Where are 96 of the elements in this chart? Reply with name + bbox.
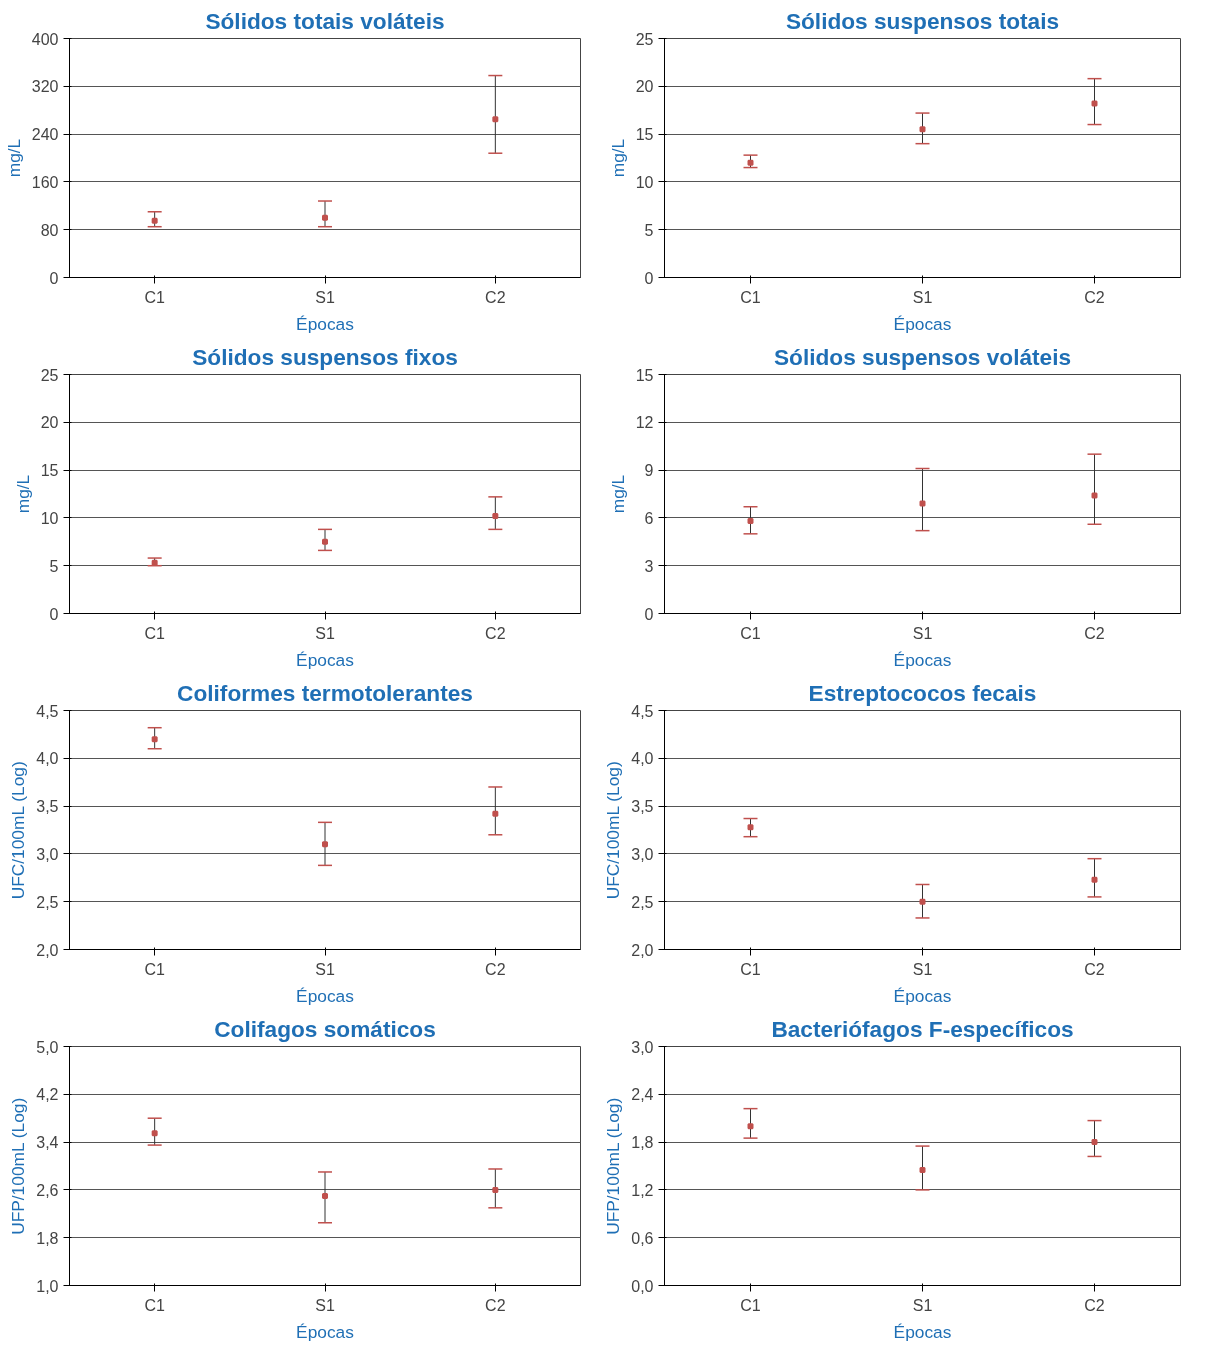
y-axis-title: mg/L [607, 138, 628, 178]
y-tick-label: 1,8 [36, 1229, 59, 1247]
y-tick-label: 1,0 [36, 1277, 59, 1295]
chart-title: Bacteriófagos F-específicos [771, 1015, 1074, 1042]
x-tick-label: S1 [912, 288, 933, 306]
y-tick-label: 3,4 [36, 1134, 59, 1152]
chart-title: Colifagos somáticos [214, 1015, 436, 1042]
y-tick-label: 240 [31, 126, 59, 144]
x-tick-label: C2 [1084, 288, 1105, 306]
y-tick-label: 0 [644, 605, 654, 623]
y-tick-label: 15 [635, 366, 654, 384]
y-tick-label: 5 [644, 221, 654, 239]
y-tick-label: 5,0 [36, 1038, 59, 1056]
y-axis-title: UFP/100mL (Log) [603, 1097, 624, 1235]
y-tick-label: 2,6 [36, 1181, 59, 1199]
y-tick-label: 3 [644, 557, 654, 575]
y-axis-title: UFC/100mL (Log) [603, 761, 624, 900]
x-tick-label: C1 [144, 288, 165, 306]
x-tick-label: C2 [1084, 624, 1105, 642]
chart-title: Estreptococos fecais [808, 679, 1037, 706]
x-tick-label: C1 [144, 1296, 165, 1314]
x-tick-label: C1 [740, 288, 761, 306]
y-tick-label: 0 [49, 605, 59, 623]
y-tick-label: 4,5 [631, 702, 654, 720]
x-tick-label: C1 [740, 960, 761, 978]
y-tick-label: 20 [635, 78, 654, 96]
y-axis-title: UFP/100mL (Log) [8, 1097, 29, 1235]
y-tick-label: 3,0 [631, 1038, 654, 1056]
x-tick-label: S1 [315, 1296, 335, 1314]
x-axis-title: Épocas [296, 985, 355, 1006]
x-tick-label: S1 [315, 288, 335, 306]
y-tick-label: 80 [40, 221, 59, 239]
y-tick-label: 9 [644, 462, 654, 480]
x-tick-label: S1 [912, 960, 933, 978]
chart-title: Sólidos suspensos fixos [192, 343, 458, 370]
y-tick-label: 5 [49, 557, 59, 575]
y-tick-label: 10 [40, 509, 59, 527]
x-tick-label: S1 [912, 1296, 933, 1314]
y-tick-label: 4,2 [36, 1086, 59, 1104]
y-axis-title: mg/L [607, 474, 628, 514]
y-tick-label: 2,0 [36, 941, 59, 959]
chart-title: Sólidos suspensos totais [785, 7, 1060, 34]
y-tick-label: 10 [635, 173, 654, 191]
x-tick-label: C1 [144, 960, 165, 978]
x-tick-label: C2 [485, 1296, 506, 1314]
x-axis-title: Épocas [296, 649, 355, 670]
x-tick-label: C2 [1084, 1296, 1105, 1314]
x-tick-label: S1 [315, 624, 335, 642]
x-axis-title: Épocas [893, 1321, 952, 1342]
y-tick-label: 2,5 [36, 893, 59, 911]
y-tick-label: 3,0 [36, 845, 59, 863]
x-tick-label: C1 [144, 624, 165, 642]
x-tick-label: C1 [740, 1296, 761, 1314]
y-tick-label: 0 [49, 269, 59, 287]
y-tick-label: 4,0 [631, 750, 654, 768]
chart-title: Sólidos suspensos voláteis [773, 343, 1072, 370]
x-axis-title: Épocas [296, 313, 355, 334]
y-tick-label: 2,0 [631, 941, 654, 959]
y-tick-label: 2,4 [631, 1086, 654, 1104]
y-tick-label: 25 [40, 366, 59, 384]
y-tick-label: 12 [635, 414, 654, 432]
y-tick-label: 0,6 [631, 1229, 654, 1247]
x-tick-label: C2 [1084, 960, 1105, 978]
x-axis-title: Épocas [893, 313, 952, 334]
chart-title: Coliformes termotolerantes [177, 679, 473, 706]
y-tick-label: 6 [644, 509, 654, 527]
y-tick-label: 4,0 [36, 750, 59, 768]
x-tick-label: C2 [485, 960, 506, 978]
y-tick-label: 0 [644, 269, 654, 287]
x-axis-title: Épocas [893, 649, 952, 670]
y-tick-label: 0,0 [631, 1277, 654, 1295]
x-tick-label: C2 [485, 624, 506, 642]
y-tick-label: 400 [31, 30, 59, 48]
x-tick-label: C2 [485, 288, 506, 306]
x-tick-label: S1 [315, 960, 335, 978]
y-tick-label: 3,5 [631, 798, 654, 816]
y-tick-label: 320 [31, 78, 59, 96]
y-tick-label: 15 [40, 462, 59, 480]
y-tick-label: 3,5 [36, 798, 59, 816]
y-tick-label: 25 [635, 30, 654, 48]
x-axis-title: Épocas [296, 1321, 355, 1342]
x-axis-title: Épocas [893, 985, 952, 1006]
y-tick-label: 20 [40, 414, 59, 432]
y-axis-title: mg/L [12, 474, 33, 514]
y-axis-title: mg/L [3, 138, 24, 178]
y-axis-title: UFC/100mL (Log) [8, 761, 29, 900]
y-tick-label: 160 [31, 173, 59, 191]
y-tick-label: 4,5 [36, 702, 59, 720]
y-tick-label: 3,0 [631, 845, 654, 863]
y-tick-label: 1,8 [631, 1134, 654, 1152]
x-tick-label: S1 [912, 624, 933, 642]
x-tick-label: C1 [740, 624, 761, 642]
y-tick-label: 1,2 [631, 1181, 654, 1199]
y-tick-label: 15 [635, 126, 654, 144]
y-tick-label: 2,5 [631, 893, 654, 911]
chart-title: Sólidos totais voláteis [205, 7, 445, 34]
